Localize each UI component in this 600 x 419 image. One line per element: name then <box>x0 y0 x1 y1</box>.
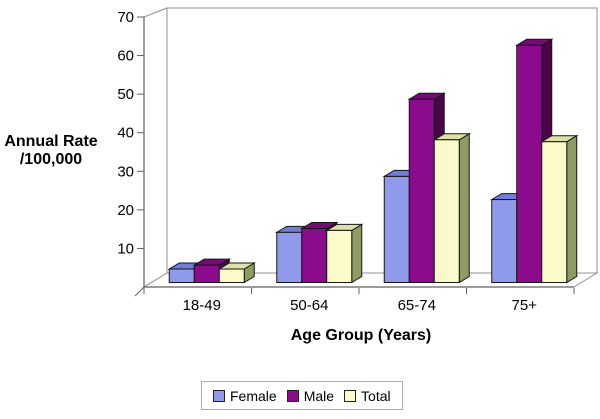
legend-item-total: Total <box>344 388 391 404</box>
bar-total-65-74-side <box>458 132 470 284</box>
bar-total-18-49-front <box>218 268 245 283</box>
y-tick-label: 30 <box>117 163 134 180</box>
bar-female-75plus-front <box>491 199 518 283</box>
category-label: 75+ <box>512 297 538 314</box>
y-axis-ticks: 10 20 30 40 50 60 70 <box>117 9 144 257</box>
y-tick-label: 40 <box>117 125 134 142</box>
side-wall <box>143 7 168 288</box>
bar-male-65-74-front <box>408 98 435 283</box>
legend: Female Male Total <box>201 381 403 410</box>
legend-label-total: Total <box>361 387 391 404</box>
y-axis-title-line-1: Annual Rate <box>4 133 97 150</box>
bar-female-65-74-front <box>383 175 410 283</box>
bar-total-75plus-side <box>566 134 578 284</box>
bar-male-18-49-front <box>193 264 220 283</box>
y-tick-label: 70 <box>117 9 134 26</box>
legend-item-female: Female <box>213 388 277 404</box>
bar-male-75plus-front <box>516 44 543 283</box>
bar-female-50-64-front <box>276 231 303 284</box>
legend-label-female: Female <box>230 387 277 404</box>
y-tick-label: 60 <box>117 48 134 65</box>
legend-swatch-male <box>286 389 299 402</box>
bars <box>167 38 579 284</box>
bar-total-65-74-front <box>433 139 460 283</box>
y-tick-label: 50 <box>117 86 134 103</box>
bar-total-75plus-front <box>541 141 568 283</box>
bar-total-50-64-front <box>326 229 353 284</box>
category-label: 65-74 <box>398 297 436 314</box>
category-label: 50-64 <box>290 297 328 314</box>
y-axis-title-line-2: /100,000 <box>20 151 82 168</box>
category-labels: 18-49 50-64 65-74 75+ <box>183 297 538 314</box>
legend-item-male: Male <box>286 387 335 404</box>
origin-tick <box>134 286 145 297</box>
bar-total-50-64-side <box>351 223 363 284</box>
legend-swatch-female <box>213 389 225 402</box>
bar-female-18-49-front <box>168 268 195 283</box>
legend-label-male: Male <box>303 387 335 404</box>
x-axis-title: Age Group (Years) <box>291 327 431 344</box>
legend-swatch-total <box>344 389 357 402</box>
y-tick-label: 10 <box>117 240 134 257</box>
y-tick-label: 20 <box>117 202 134 219</box>
bar-male-50-64-front <box>301 228 328 283</box>
category-label: 18-49 <box>183 297 221 314</box>
x-axis-ticks <box>143 288 575 294</box>
